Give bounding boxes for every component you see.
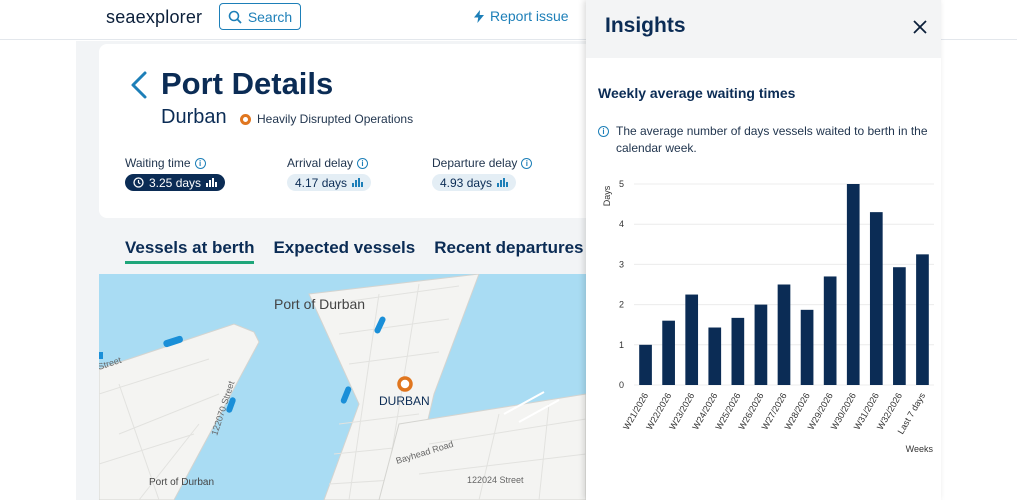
bar-chart-icon: [352, 178, 364, 187]
port-map[interactable]: Port of Durban DURBAN Street 122070 Stre…: [99, 274, 586, 500]
y-axis-label: Days: [602, 185, 612, 206]
search-icon: [228, 10, 242, 24]
map-label-city: DURBAN: [379, 394, 430, 408]
chart-note: i The average number of days vessels wai…: [598, 123, 933, 157]
bar-chart-icon: [206, 178, 218, 187]
y-tick-label: 0: [619, 380, 624, 390]
metric-value-pill[interactable]: 4.17 days: [287, 174, 372, 191]
lightning-icon: [474, 9, 484, 23]
metric-departure-delay: Departure delay i 4.93 days: [432, 156, 533, 192]
metric-value: 4.17 days: [295, 175, 348, 190]
status-badge: Heavily Disrupted Operations: [240, 112, 413, 126]
metric-label: Departure delay: [432, 156, 518, 170]
bar: [639, 344, 652, 385]
y-tick-label: 2: [619, 300, 624, 310]
metric-value-pill[interactable]: 4.93 days: [432, 174, 517, 191]
insights-title: Insights: [605, 14, 686, 37]
bar: [869, 212, 883, 385]
metric-waiting-time: Waiting time i 3.25 days: [125, 156, 226, 193]
bar: [662, 320, 675, 385]
page-title: Port Details: [161, 66, 334, 101]
app-logo[interactable]: seaexplorer: [106, 7, 203, 27]
y-tick-label: 3: [619, 259, 624, 269]
waiting-times-chart: 012345DaysW21/2026W22/2026W23/2026W24/20…: [602, 179, 934, 454]
bar: [777, 284, 791, 385]
status-text: Heavily Disrupted Operations: [257, 112, 414, 126]
bar: [708, 327, 722, 385]
metric-value: 4.93 days: [440, 175, 493, 190]
tab-vessels-at-berth[interactable]: Vessels at berth: [125, 238, 255, 264]
tab-bar: Vessels at berth Expected vessels Recent…: [125, 238, 615, 264]
search-label: Search: [247, 8, 293, 25]
land-pier: [308, 274, 480, 500]
port-name: Durban: [161, 106, 227, 128]
vessel-icon[interactable]: [99, 352, 103, 359]
tab-recent-departures[interactable]: Recent departures: [434, 238, 584, 257]
map-canvas: Port of Durban DURBAN Street 122070 Stre…: [99, 274, 586, 500]
chart-heading: Weekly average waiting times: [598, 85, 796, 101]
y-tick-label: 4: [619, 219, 624, 229]
bar: [685, 294, 699, 385]
y-tick-label: 5: [619, 179, 624, 189]
vessel-icon[interactable]: [340, 386, 352, 405]
bar: [846, 184, 860, 385]
report-issue-link[interactable]: Report issue: [474, 8, 569, 24]
y-tick-label: 1: [619, 340, 624, 350]
metric-arrival-delay: Arrival delay i 4.17 days: [287, 156, 372, 192]
port-marker-icon[interactable]: [397, 376, 413, 392]
vessel-icon[interactable]: [373, 316, 386, 335]
x-axis-label: Weeks: [906, 444, 934, 454]
metric-label: Waiting time: [125, 156, 191, 170]
map-label-port-bottom: Port of Durban: [149, 477, 214, 488]
bar: [800, 309, 814, 385]
info-icon: i: [598, 126, 609, 137]
info-icon[interactable]: i: [194, 157, 206, 169]
info-icon[interactable]: i: [521, 157, 533, 169]
vessel-icon[interactable]: [163, 335, 184, 348]
report-issue-label: Report issue: [490, 8, 569, 24]
map-label-port: Port of Durban: [274, 296, 365, 312]
clock-icon: [133, 177, 144, 188]
info-icon[interactable]: i: [357, 157, 369, 169]
bar: [893, 267, 906, 385]
back-chevron-icon[interactable]: [128, 70, 150, 100]
bar-chart-icon: [497, 178, 509, 187]
bar: [916, 254, 929, 385]
tab-expected-vessels[interactable]: Expected vessels: [273, 238, 416, 257]
map-label-street: 122024 Street: [467, 475, 524, 485]
close-icon[interactable]: [911, 18, 929, 36]
insights-panel: Insights Weekly average waiting times i …: [586, 0, 941, 500]
metric-value-pill[interactable]: 3.25 days: [125, 174, 226, 191]
land-west: [99, 323, 260, 500]
insights-header: Insights: [586, 0, 941, 58]
metric-label: Arrival delay: [287, 156, 354, 170]
bar: [754, 304, 768, 385]
metric-value: 3.25 days: [149, 175, 202, 190]
bar: [823, 276, 837, 385]
vessel-icon[interactable]: [225, 396, 236, 413]
status-dot-icon: [240, 113, 251, 125]
chart-note-text: The average number of days vessels waite…: [616, 124, 928, 155]
bar: [731, 317, 745, 385]
search-button[interactable]: Search: [219, 3, 301, 30]
